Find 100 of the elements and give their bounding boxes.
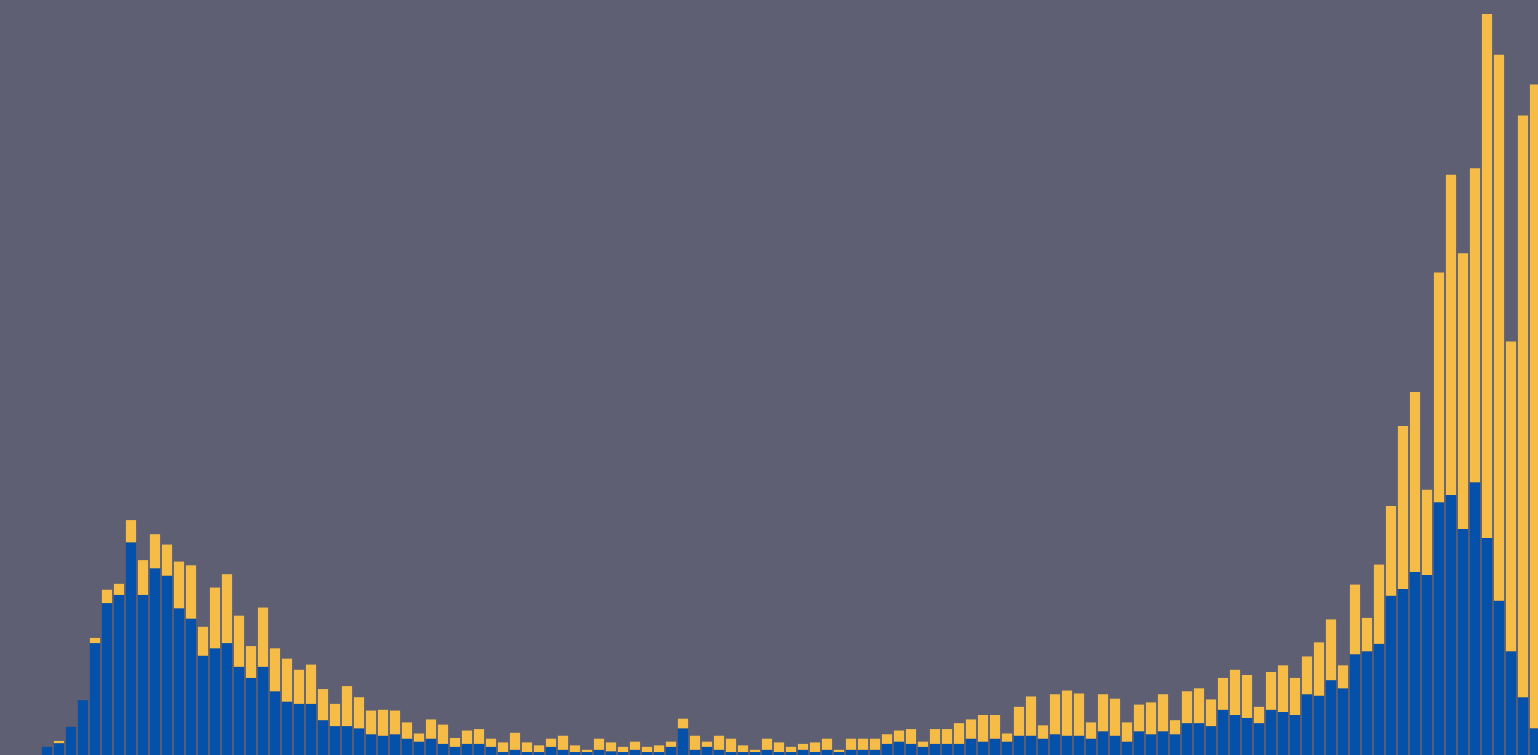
bar xyxy=(257,607,269,667)
bar xyxy=(1517,697,1529,755)
bar xyxy=(809,752,821,755)
bar xyxy=(329,703,341,727)
bar xyxy=(161,544,173,576)
bar xyxy=(1109,735,1121,755)
bar xyxy=(329,726,341,755)
bar xyxy=(173,608,185,755)
bar xyxy=(1181,723,1193,755)
bar xyxy=(845,738,857,750)
bar xyxy=(641,746,653,753)
bar xyxy=(1409,571,1421,755)
bar xyxy=(737,745,749,753)
bar xyxy=(545,738,557,747)
bar xyxy=(941,743,953,755)
bar xyxy=(977,714,989,742)
bar xyxy=(809,742,821,753)
bar xyxy=(569,745,581,753)
bar xyxy=(1049,734,1061,755)
bar xyxy=(737,752,749,755)
bar xyxy=(77,700,89,755)
bar xyxy=(1253,706,1265,724)
bar xyxy=(317,720,329,755)
bar xyxy=(605,742,617,752)
bar xyxy=(1169,720,1181,735)
bar xyxy=(689,735,701,750)
bar xyxy=(1133,704,1145,732)
bar xyxy=(653,745,665,753)
bar xyxy=(1133,731,1145,755)
bar xyxy=(665,741,677,747)
bar xyxy=(1229,714,1241,755)
bar xyxy=(377,709,389,736)
bar xyxy=(497,742,509,753)
bar xyxy=(1241,674,1253,718)
bar xyxy=(389,710,401,735)
bar xyxy=(341,686,353,727)
bar xyxy=(53,743,65,755)
bar xyxy=(1109,698,1121,736)
bar xyxy=(1085,722,1097,739)
bar xyxy=(1217,709,1229,755)
bar xyxy=(1349,584,1361,655)
bar xyxy=(413,741,425,755)
bar xyxy=(1325,680,1337,755)
bar xyxy=(437,743,449,755)
bar xyxy=(1481,537,1493,755)
bar xyxy=(701,746,713,755)
bar xyxy=(881,743,893,755)
bar xyxy=(1001,741,1013,755)
bar xyxy=(1373,564,1385,644)
bar xyxy=(1061,690,1073,736)
bar xyxy=(1265,709,1277,755)
bar xyxy=(1397,589,1409,755)
bar xyxy=(125,542,137,755)
bar xyxy=(1517,115,1529,698)
bar xyxy=(1301,694,1313,755)
bar xyxy=(1493,54,1505,601)
bar xyxy=(209,587,221,649)
bar xyxy=(1229,669,1241,715)
bar xyxy=(1433,502,1445,755)
bar xyxy=(521,752,533,755)
bar xyxy=(953,743,965,755)
bar xyxy=(41,746,53,755)
bar xyxy=(953,723,965,744)
bar xyxy=(869,749,881,755)
bar xyxy=(209,648,221,755)
bar xyxy=(1253,723,1265,755)
bar xyxy=(689,749,701,755)
bar xyxy=(425,719,437,739)
bar xyxy=(929,729,941,744)
bar xyxy=(1385,595,1397,755)
bar xyxy=(1001,733,1013,742)
bar xyxy=(425,738,437,755)
bar xyxy=(773,742,785,753)
bar xyxy=(785,752,797,755)
bar xyxy=(1505,651,1517,755)
bar xyxy=(401,738,413,755)
bar xyxy=(1409,391,1421,572)
bar xyxy=(473,743,485,755)
bar xyxy=(677,728,689,755)
bar xyxy=(893,730,905,742)
bar xyxy=(317,689,329,721)
bar xyxy=(965,719,977,739)
bar xyxy=(821,749,833,755)
bar xyxy=(977,741,989,755)
bar xyxy=(1289,677,1301,715)
bar xyxy=(1433,272,1445,503)
bar xyxy=(1505,341,1517,652)
bar xyxy=(797,743,809,750)
bar xyxy=(617,746,629,753)
bar xyxy=(305,703,317,755)
bar xyxy=(1493,600,1505,755)
bar xyxy=(629,741,641,750)
bar xyxy=(1361,651,1373,755)
bar xyxy=(557,735,569,750)
bar xyxy=(653,752,665,755)
bar xyxy=(917,741,929,747)
bar xyxy=(1337,665,1349,689)
bar xyxy=(1373,643,1385,755)
bar xyxy=(605,751,617,755)
bar xyxy=(845,749,857,755)
